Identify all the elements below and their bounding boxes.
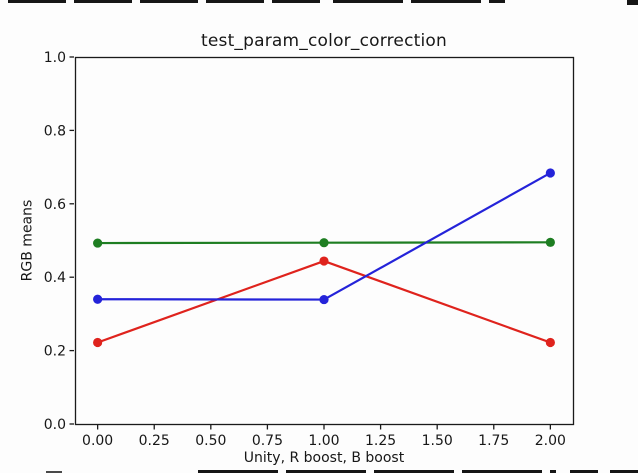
x-tick-label: 1.25 (365, 433, 396, 449)
x-tick-label: 2.00 (535, 433, 566, 449)
plot-border (74, 56, 575, 426)
green-series-marker (93, 238, 103, 248)
y-tick-label: 0.0 (44, 417, 66, 433)
y-tick-label: 0.4 (44, 270, 66, 286)
x-axis-label: Unity, R boost, B boost (243, 450, 405, 466)
x-tick-label: 1.75 (478, 433, 509, 449)
y-tick-label: 0.6 (44, 197, 66, 213)
x-tick-label: 0.00 (82, 433, 113, 449)
green-series-marker (319, 238, 329, 248)
x-tick-label: 0.25 (139, 433, 170, 449)
blue-series-line (96, 171, 552, 301)
green-series-marker (545, 237, 555, 247)
chart-title: test_param_color_correction (200, 31, 447, 51)
y-tick-label: 0.8 (44, 123, 66, 139)
y-tick-label: 1.0 (44, 50, 66, 66)
red-series-marker (319, 256, 329, 266)
x-tick-label: 1.50 (422, 433, 453, 449)
x-tick-label: 1.00 (308, 433, 339, 449)
blue-series-marker (93, 294, 103, 304)
red-series-marker (93, 337, 103, 348)
blue-series-marker (319, 294, 329, 305)
x-tick-label: 0.50 (195, 433, 226, 449)
y-tick-label: 0.2 (44, 344, 66, 360)
x-tick-label: 0.75 (252, 433, 283, 449)
red-series-marker (545, 337, 555, 348)
blue-series-marker (545, 168, 555, 178)
